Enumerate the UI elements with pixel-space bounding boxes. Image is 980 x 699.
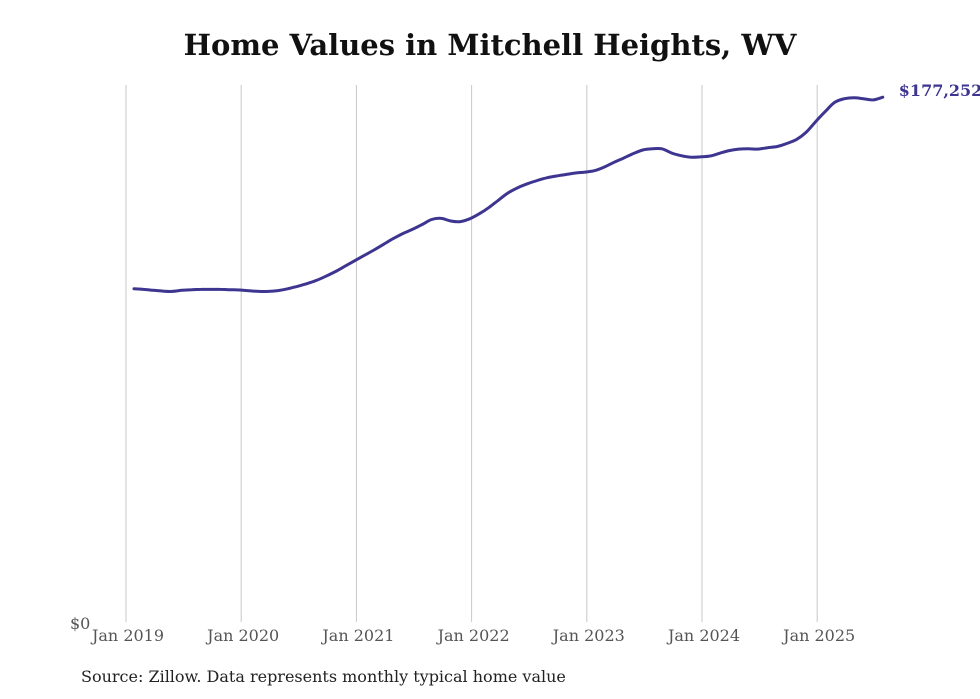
x-tick-label: Jan 2025 (781, 626, 855, 645)
x-tick-label: Jan 2019 (90, 626, 164, 645)
grid-lines (125, 85, 818, 622)
chart-title: Home Values in Mitchell Heights, WV (183, 28, 797, 62)
end-value-label: $177,252 (899, 81, 980, 100)
x-tick-label: Jan 2022 (436, 626, 510, 645)
x-tick-label: Jan 2021 (320, 626, 394, 645)
labels-layer: Jan 2019 Jan 2020 Jan 2021 Jan 2022 Jan 2023… (70, 81, 980, 645)
series-line (132, 95, 885, 294)
source-note: Source: Zillow. Data represents monthly … (81, 667, 566, 686)
x-tick-label: Jan 2023 (551, 626, 625, 645)
series-layer (132, 95, 885, 294)
x-tick-label: Jan 2020 (205, 626, 279, 645)
y-tick-label: $0 (70, 614, 90, 633)
x-tick-label: Jan 2024 (666, 626, 740, 645)
